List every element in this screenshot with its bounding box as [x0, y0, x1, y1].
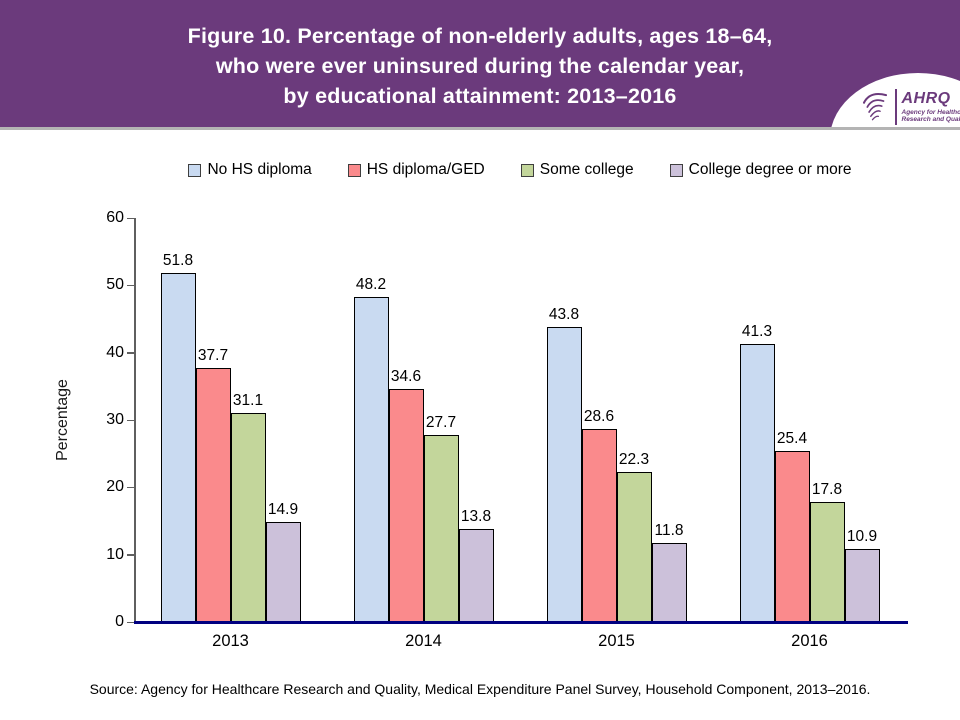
ahrq-logo-content: AHRQ Agency for Healthcare Research and …: [858, 89, 960, 125]
bar-value-label: 43.8: [548, 306, 580, 324]
bar: [651, 542, 687, 622]
figure-title-line-2: who were ever uninsured during the calen…: [215, 54, 745, 78]
bar-value-label: 11.8: [654, 521, 684, 539]
legend-swatch-icon: [669, 163, 683, 177]
y-tick-label: 0: [115, 613, 124, 630]
bar: [423, 435, 459, 622]
bar: [230, 412, 266, 622]
bar: [546, 327, 582, 622]
bar-value-label: 31.1: [232, 391, 264, 409]
bar: [774, 450, 810, 622]
bar-value-label: 37.7: [197, 347, 229, 365]
figure-title-line-3: by educational attainment: 2013–2016: [283, 84, 677, 108]
bar-value-label: 25.4: [776, 429, 808, 447]
y-tick-mark: [127, 284, 134, 287]
bar: [616, 471, 652, 622]
bar-value-label: 51.8: [162, 252, 194, 270]
bar-value-label: 48.2: [355, 276, 387, 294]
bar-value-label: 41.3: [741, 322, 773, 340]
legend-label: HS diploma/GED: [366, 161, 485, 178]
logo-text-block: AHRQ Agency for Healthcare Research and …: [901, 89, 960, 124]
y-tick-mark: [127, 419, 134, 421]
legend-swatch-icon: [347, 163, 361, 177]
legend-item: HS diploma/GED: [347, 161, 485, 179]
x-axis-label: 2014: [405, 632, 442, 650]
legend-label: Some college: [539, 161, 634, 178]
bar: [388, 389, 424, 622]
bar: [353, 297, 389, 622]
y-tick-mark: [127, 486, 134, 489]
source-note: Source: Agency for Healthcare Research a…: [89, 681, 871, 697]
legend-label: No HS diploma: [207, 161, 312, 178]
y-tick-label: 10: [106, 545, 124, 563]
bar-value-label: 22.3: [618, 450, 650, 468]
y-tick-label: 40: [106, 343, 124, 361]
bar: [195, 368, 231, 622]
y-tick-label: 20: [106, 478, 124, 496]
bar: [458, 529, 494, 622]
y-tick-label: 60: [106, 209, 124, 226]
y-tick-label: 50: [106, 276, 124, 294]
bar: [265, 521, 301, 622]
x-axis-label: 2013: [212, 632, 249, 650]
y-tick-mark: [127, 217, 134, 219]
y-axis-line: [134, 218, 136, 622]
legend-swatch-icon: [520, 163, 534, 177]
figure-title-line-1: Figure 10. Percentage of non-elderly adu…: [187, 24, 773, 48]
figure-title: Figure 10. Percentage of non-elderly adu…: [0, 0, 960, 111]
x-axis-label: 2016: [791, 632, 828, 650]
bar: [809, 502, 845, 622]
bar-value-label: 34.6: [390, 368, 422, 386]
legend-item: Some college: [520, 161, 634, 179]
legend-item: College degree or more: [669, 161, 852, 179]
y-tick-mark: [127, 554, 134, 556]
hhs-eagle-icon: [862, 92, 888, 121]
bar-value-label: 13.8: [460, 508, 492, 526]
bar: [160, 273, 196, 622]
logo-tagline-line-1: Agency for Healthcare: [901, 108, 960, 116]
bar-value-label: 27.7: [425, 414, 457, 432]
legend-swatch-icon: [188, 163, 202, 177]
chart-legend: No HS diploma HS diploma/GED Some college C…: [134, 158, 906, 182]
logo-tagline-line-2: Research and Quality: [901, 116, 960, 123]
bar-value-label: 17.8: [811, 481, 843, 499]
y-tick-label: 30: [106, 411, 124, 428]
bar-value-label: 10.9: [846, 527, 878, 545]
x-axis-label: 2015: [598, 632, 635, 650]
logo-divider: [895, 89, 897, 125]
bar: [844, 548, 880, 622]
bar: [739, 343, 775, 622]
x-axis-baseline: [134, 620, 908, 624]
logo-org-abbr: AHRQ: [901, 89, 951, 107]
header-banner: Figure 10. Percentage of non-elderly adu…: [0, 0, 960, 130]
y-tick-mark: [127, 621, 134, 623]
bar: [581, 429, 617, 622]
y-axis-title: Percentage: [54, 379, 71, 461]
legend-label: College degree or more: [688, 161, 852, 178]
bar-value-label: 14.9: [267, 500, 299, 518]
ahrq-logo: AHRQ Agency for Healthcare Research and …: [830, 73, 960, 127]
bar-value-label: 28.6: [583, 408, 615, 426]
y-tick-mark: [127, 352, 134, 354]
legend-item: No HS diploma: [188, 161, 312, 179]
